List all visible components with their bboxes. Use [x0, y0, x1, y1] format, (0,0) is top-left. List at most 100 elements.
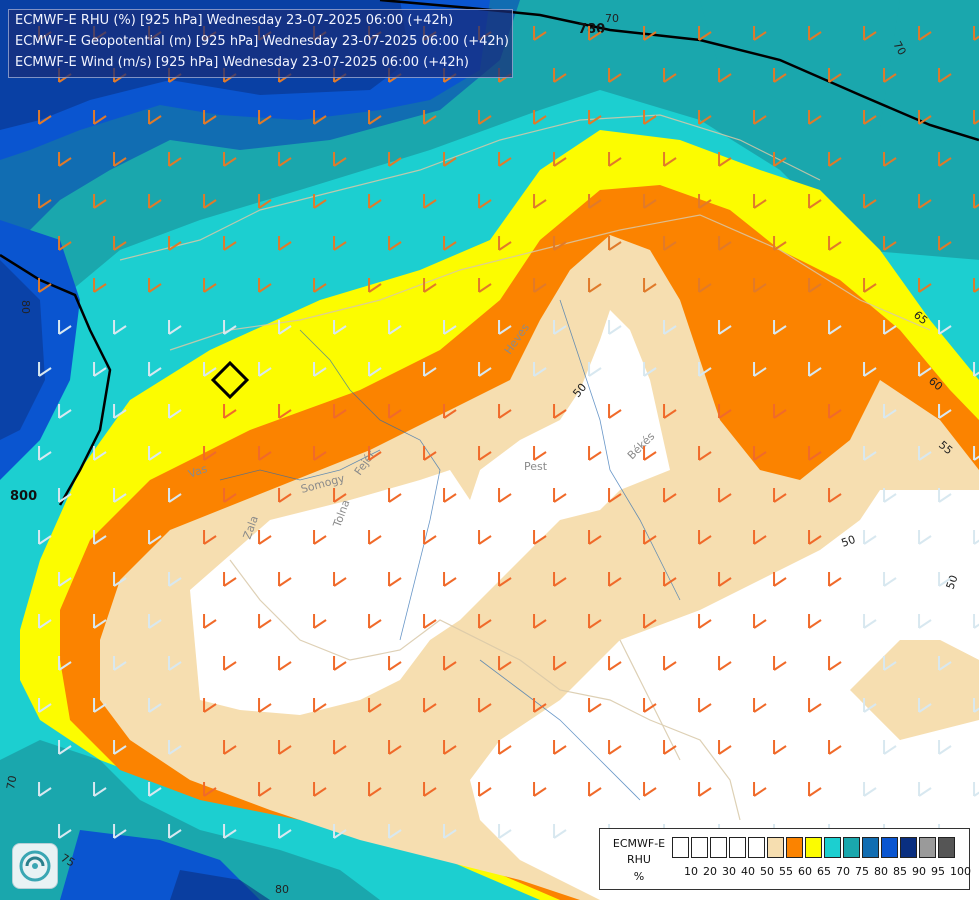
- wind-barb: [113, 404, 127, 419]
- wind-barb: [973, 530, 979, 545]
- rhu-label-80-south: 80: [275, 883, 289, 896]
- wind-barb: [608, 404, 622, 419]
- wind-barb: [388, 740, 402, 755]
- wind-barb: [203, 530, 217, 545]
- wind-barb: [168, 488, 182, 503]
- wind-barb: [588, 446, 602, 461]
- wind-barb: [58, 572, 72, 587]
- wind-barb: [663, 740, 677, 755]
- wind-barb: [533, 278, 547, 293]
- wind-barb: [478, 362, 492, 377]
- wind-barb: [113, 824, 127, 839]
- wind-barb: [773, 740, 787, 755]
- wind-barb: [883, 68, 897, 83]
- rhu-legend: ECMWF-E RHU % 10 20 30 40 50 55 60 65 70 75 80 85 90…: [599, 828, 971, 890]
- wind-barb: [38, 530, 52, 545]
- wind-barb: [388, 824, 402, 839]
- wind-barb: [478, 614, 492, 629]
- wind-barb: [828, 68, 842, 83]
- wind-barb: [553, 320, 567, 335]
- wind-barb: [938, 488, 952, 503]
- wind-barb: [643, 698, 657, 713]
- wind-barb: [753, 26, 767, 41]
- wind-barb: [533, 194, 547, 209]
- place-label-pest: Pest: [524, 460, 548, 473]
- wind-barb: [883, 152, 897, 167]
- wind-barb: [258, 194, 272, 209]
- wind-barb: [863, 110, 877, 125]
- wind-barb: [643, 614, 657, 629]
- wind-barb: [918, 782, 932, 797]
- wind-barb: [973, 782, 979, 797]
- wind-barb: [203, 614, 217, 629]
- wind-barb: [368, 362, 382, 377]
- wind-barb: [278, 824, 292, 839]
- wind-barb: [333, 740, 347, 755]
- wind-barb: [168, 656, 182, 671]
- wind-barb: [38, 194, 52, 209]
- wind-barb: [753, 698, 767, 713]
- wind-barb: [38, 614, 52, 629]
- wind-barb: [498, 404, 512, 419]
- wind-barb: [863, 530, 877, 545]
- wind-barb: [863, 698, 877, 713]
- wind-barb: [278, 572, 292, 587]
- wind-barb: [718, 152, 732, 167]
- wind-barbs: [38, 26, 979, 839]
- wind-barb: [863, 614, 877, 629]
- wind-barb: [38, 362, 52, 377]
- wind-barb: [258, 698, 272, 713]
- wind-barb: [58, 236, 72, 251]
- wind-barb: [113, 488, 127, 503]
- wind-barb: [368, 278, 382, 293]
- wind-barb: [313, 782, 327, 797]
- rhu-50-core-west: [190, 310, 670, 715]
- wind-barb: [773, 68, 787, 83]
- wind-barb: [148, 278, 162, 293]
- wind-barb: [148, 698, 162, 713]
- wind-barb: [223, 320, 237, 335]
- wind-barb: [148, 362, 162, 377]
- wind-barb: [333, 236, 347, 251]
- place-label-vas: Vas: [187, 462, 210, 481]
- wind-barb: [148, 782, 162, 797]
- wind-barb: [423, 446, 437, 461]
- legend-tick-label: 70: [836, 865, 850, 878]
- wind-barb: [498, 320, 512, 335]
- wind-barb: [168, 740, 182, 755]
- wind-barb: [368, 194, 382, 209]
- wind-barb: [973, 194, 979, 209]
- title-rhu: ECMWF-E RHU (%) [925 hPa] Wednesday 23-0…: [15, 13, 454, 28]
- wind-barb: [203, 782, 217, 797]
- legend-swatch: [691, 837, 708, 858]
- wind-barb: [938, 68, 952, 83]
- wind-barb: [278, 152, 292, 167]
- wind-barb: [498, 656, 512, 671]
- legend-tick-label: 95: [931, 865, 945, 878]
- wind-barb: [443, 152, 457, 167]
- wind-barb: [663, 320, 677, 335]
- wind-barb: [553, 152, 567, 167]
- wind-barb: [973, 278, 979, 293]
- wind-barb: [93, 446, 107, 461]
- wind-barb: [718, 320, 732, 335]
- wind-barb: [38, 782, 52, 797]
- wind-barb: [753, 110, 767, 125]
- wind-barb: [773, 404, 787, 419]
- wind-barb: [643, 782, 657, 797]
- wind-barb: [203, 698, 217, 713]
- wind-barb: [278, 488, 292, 503]
- wind-barb: [223, 488, 237, 503]
- wind-barb: [203, 194, 217, 209]
- wind-barb: [863, 362, 877, 377]
- wind-barb: [698, 110, 712, 125]
- wind-barb: [388, 488, 402, 503]
- wind-barb: [918, 26, 932, 41]
- wind-barb: [58, 152, 72, 167]
- wind-barb: [533, 698, 547, 713]
- wind-barb: [533, 530, 547, 545]
- wind-barb: [698, 26, 712, 41]
- wind-barb: [58, 656, 72, 671]
- wind-barb: [278, 320, 292, 335]
